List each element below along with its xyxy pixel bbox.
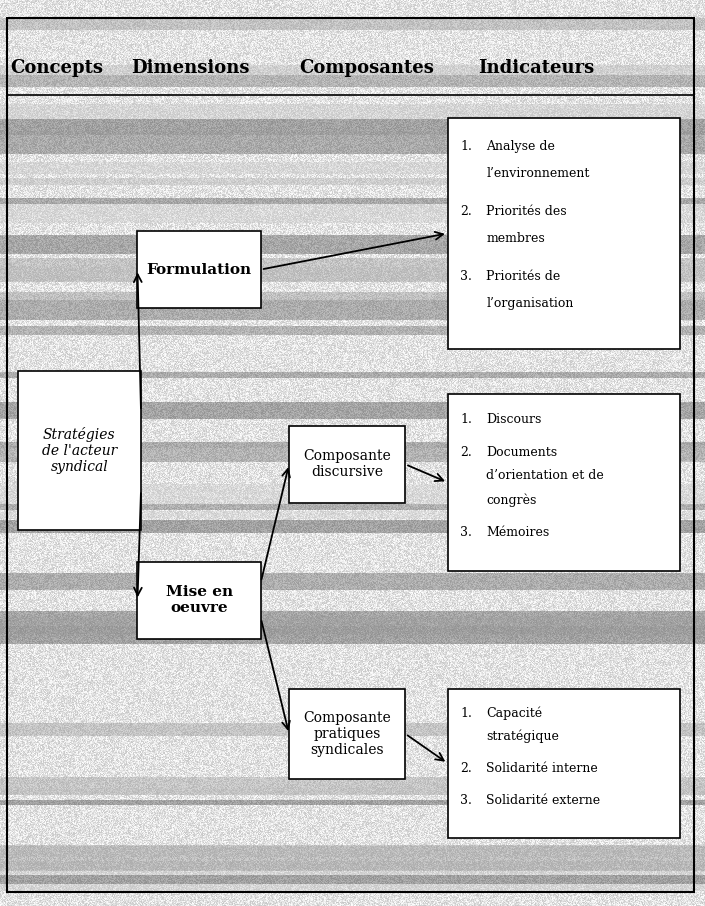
Text: Documents: Documents — [486, 446, 558, 459]
Bar — [289, 689, 405, 779]
Text: Analyse de: Analyse de — [486, 140, 556, 152]
Text: Discours: Discours — [486, 413, 542, 426]
Text: Formulation: Formulation — [147, 263, 252, 276]
Bar — [137, 231, 261, 308]
Text: Solidarité interne: Solidarité interne — [486, 762, 599, 776]
Text: Stratégies
de l'acteur
syndical: Stratégies de l'acteur syndical — [42, 427, 117, 475]
Text: Indicateurs: Indicateurs — [478, 59, 594, 77]
Text: stratégique: stratégique — [486, 730, 559, 744]
Text: congrès: congrès — [486, 493, 537, 506]
Text: Mise en
oeuvre: Mise en oeuvre — [166, 585, 233, 615]
Text: 3.: 3. — [460, 795, 472, 807]
Bar — [448, 394, 680, 571]
Text: d’orientation et de: d’orientation et de — [486, 469, 604, 483]
Text: Mémoires: Mémoires — [486, 526, 550, 539]
Text: Concepts: Concepts — [10, 59, 103, 77]
Text: 1.: 1. — [460, 140, 472, 152]
Text: 3.: 3. — [460, 270, 472, 283]
Text: Composantes: Composantes — [299, 59, 434, 77]
Text: 3.: 3. — [460, 526, 472, 539]
Bar — [448, 689, 680, 838]
Text: Composante
pratiques
syndicales: Composante pratiques syndicales — [303, 710, 391, 757]
Bar — [137, 562, 261, 639]
Text: Composante
discursive: Composante discursive — [303, 449, 391, 479]
Text: Solidarité externe: Solidarité externe — [486, 795, 601, 807]
Text: Priorités des: Priorités des — [486, 205, 567, 217]
Text: Priorités de: Priorités de — [486, 270, 560, 283]
Text: 2.: 2. — [460, 205, 472, 217]
Text: membres: membres — [486, 232, 545, 245]
Bar — [289, 426, 405, 503]
Text: 1.: 1. — [460, 413, 472, 426]
Text: Capacité: Capacité — [486, 707, 543, 720]
Text: 1.: 1. — [460, 707, 472, 720]
Bar — [18, 371, 141, 530]
Text: Dimensions: Dimensions — [131, 59, 250, 77]
Text: 2.: 2. — [460, 762, 472, 776]
Text: 2.: 2. — [460, 446, 472, 459]
Text: l’environnement: l’environnement — [486, 167, 590, 179]
Bar — [448, 118, 680, 349]
Text: l’organisation: l’organisation — [486, 297, 574, 310]
